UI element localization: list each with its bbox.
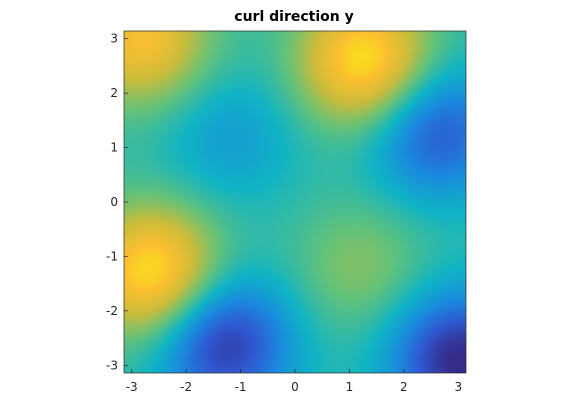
- y-tick-label: -3: [106, 358, 118, 372]
- y-tick-label: 2: [110, 86, 118, 100]
- x-tick-label: 3: [454, 380, 462, 394]
- y-axis: -3 -2 -1 0 1 2 3: [106, 32, 128, 372]
- x-tick-label: 2: [400, 380, 408, 394]
- x-tick-label: -2: [180, 380, 192, 394]
- y-tick-label: 1: [110, 141, 118, 155]
- x-tick-label: 0: [291, 380, 299, 394]
- plot-area: [123, 30, 467, 374]
- x-tick-label: 1: [346, 380, 354, 394]
- y-tick-label: -1: [106, 249, 118, 263]
- x-tick-label: -1: [235, 380, 247, 394]
- y-tick-label: -2: [106, 304, 118, 318]
- x-tick-label: -3: [126, 380, 138, 394]
- heatmap-image: [124, 31, 466, 373]
- y-tick-label: 3: [110, 32, 118, 46]
- y-tick-label: 0: [110, 195, 118, 209]
- x-axis: -3 -2 -1 0 1 2 3: [126, 369, 462, 394]
- chart-title: curl direction y: [234, 9, 354, 25]
